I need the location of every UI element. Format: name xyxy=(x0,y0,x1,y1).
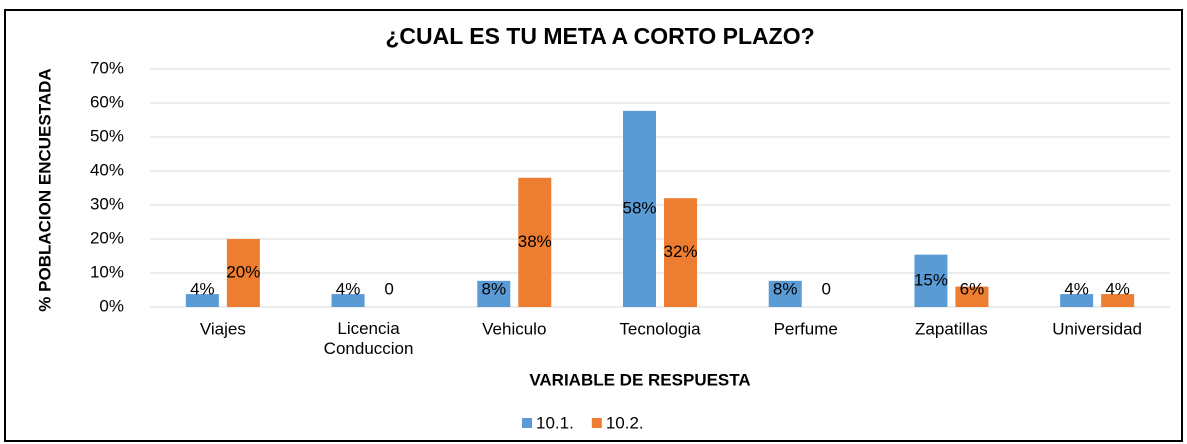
data-label: 15% xyxy=(914,270,948,289)
y-axis-title: % POBLACION ENCUESTADA xyxy=(35,68,54,311)
data-label: 6% xyxy=(960,279,985,298)
bar xyxy=(331,294,365,307)
y-tick-label: 20% xyxy=(90,228,124,247)
x-tick-label: Zapatillas xyxy=(915,319,988,338)
y-tick-label: 30% xyxy=(90,194,124,213)
x-tick-label: Vehiculo xyxy=(482,319,546,338)
x-tick-label: Tecnologia xyxy=(619,319,701,338)
bar xyxy=(768,280,802,307)
y-tick-label: 0% xyxy=(99,296,124,315)
data-label: 58% xyxy=(622,198,656,217)
data-label: 4% xyxy=(1064,279,1089,298)
y-tick-label: 50% xyxy=(90,126,124,145)
y-tick-label: 40% xyxy=(90,160,124,179)
data-label: 8% xyxy=(773,279,798,298)
bar xyxy=(955,286,989,307)
data-label: 38% xyxy=(518,232,552,251)
data-label: 4% xyxy=(336,279,361,298)
x-tick-label: Universidad xyxy=(1052,319,1142,338)
chart-title: ¿CUAL ES TU META A CORTO PLAZO? xyxy=(385,23,814,49)
chart-frame xyxy=(4,9,1183,442)
bar xyxy=(226,239,260,307)
data-label: 8% xyxy=(481,279,506,298)
bar xyxy=(1101,294,1135,307)
data-label: 4% xyxy=(1105,279,1130,298)
bar xyxy=(914,254,948,307)
data-label: 0 xyxy=(384,279,393,298)
y-tick-label: 60% xyxy=(90,92,124,111)
x-tick-label: Perfume xyxy=(774,319,838,338)
legend-label: 10.2. xyxy=(606,413,644,432)
bar xyxy=(477,280,511,307)
data-label: 20% xyxy=(226,262,260,281)
bar xyxy=(664,198,697,307)
y-tick-label: 10% xyxy=(90,262,124,281)
bar xyxy=(623,110,656,307)
y-tick-label: 70% xyxy=(90,58,124,77)
bar xyxy=(518,177,552,307)
x-axis-title: VARIABLE DE RESPUESTA xyxy=(529,370,750,389)
legend-swatch xyxy=(591,418,602,428)
bar xyxy=(1060,294,1094,307)
x-tick-label: Viajes xyxy=(200,319,246,338)
data-label: 4% xyxy=(190,279,215,298)
data-label: 0 xyxy=(821,279,830,298)
data-label: 32% xyxy=(663,242,697,261)
bar xyxy=(185,294,219,307)
x-tick-label: Licencia Conduccion xyxy=(324,319,414,358)
legend-label: 10.1. xyxy=(536,413,574,432)
legend-swatch xyxy=(522,418,532,428)
